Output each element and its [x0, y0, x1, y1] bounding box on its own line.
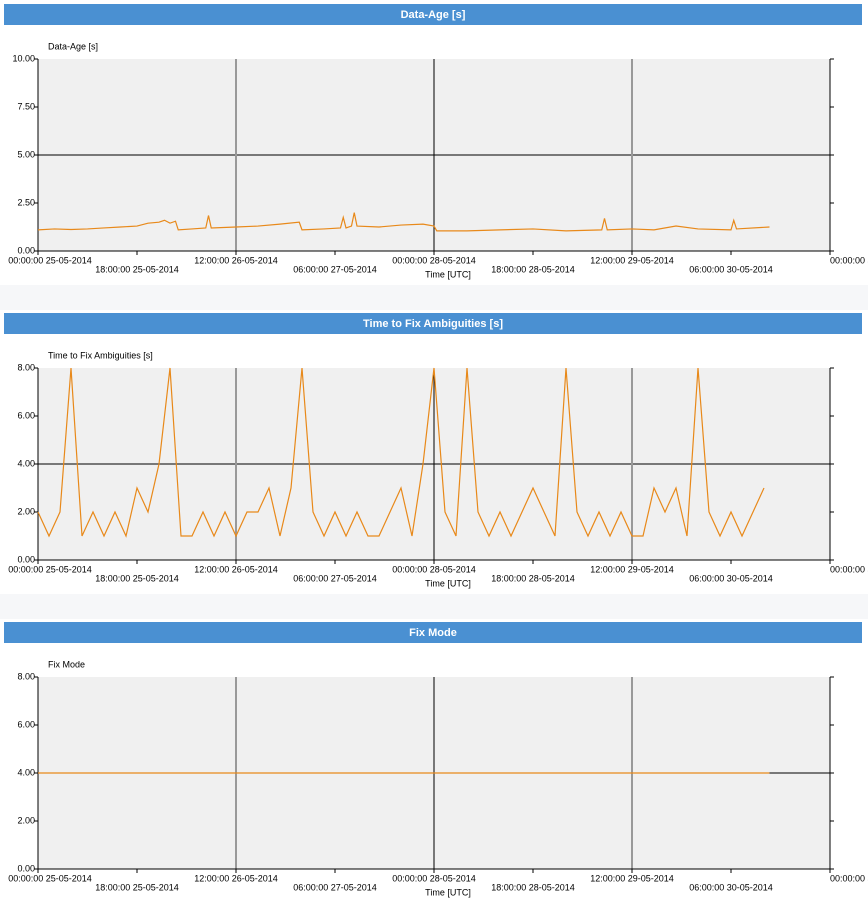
x-tick-label: 00:00:00 31-05-2014	[830, 564, 868, 574]
x-tick-label: 18:00:00 28-05-2014	[491, 573, 575, 583]
y-tick-label: 0.00	[17, 554, 35, 564]
y-tick-label: 4.00	[17, 458, 35, 468]
x-tick-label: 12:00:00 26-05-2014	[194, 255, 278, 265]
panel-gap	[0, 594, 868, 619]
x-tick-label: 18:00:00 25-05-2014	[95, 882, 179, 892]
x-tick-label: 00:00:00 28-05-2014	[392, 873, 476, 883]
x-tick-label: 18:00:00 28-05-2014	[491, 882, 575, 892]
panel-title: Fix Mode	[409, 627, 457, 639]
y-tick-label: 2.50	[17, 197, 35, 207]
y-tick-label: 2.00	[17, 815, 35, 825]
x-tick-label: 06:00:00 30-05-2014	[689, 573, 773, 583]
y-tick-label: 4.00	[17, 767, 35, 777]
y-tick-label: 2.00	[17, 506, 35, 516]
y-tick-label: 6.00	[17, 719, 35, 729]
x-tick-label: 00:00:00 25-05-2014	[8, 255, 92, 265]
y-tick-label: 8.00	[17, 671, 35, 681]
x-axis-label: Time [UTC]	[425, 269, 471, 279]
x-tick-label: 00:00:00 31-05-2014	[830, 255, 868, 265]
y-tick-label: 5.00	[17, 149, 35, 159]
y-axis-label: Data-Age [s]	[48, 41, 98, 51]
x-tick-label: 18:00:00 25-05-2014	[95, 264, 179, 274]
panel-gap	[0, 285, 868, 310]
panel-header	[4, 622, 862, 643]
x-tick-label: 06:00:00 27-05-2014	[293, 573, 377, 583]
x-tick-label: 06:00:00 30-05-2014	[689, 882, 773, 892]
x-tick-label: 12:00:00 29-05-2014	[590, 255, 674, 265]
x-tick-label: 00:00:00 25-05-2014	[8, 873, 92, 883]
x-tick-label: 06:00:00 27-05-2014	[293, 264, 377, 274]
x-tick-label: 12:00:00 26-05-2014	[194, 873, 278, 883]
x-tick-label: 18:00:00 25-05-2014	[95, 573, 179, 583]
y-tick-label: 10.00	[12, 53, 35, 63]
y-axis-label: Fix Mode	[48, 659, 85, 669]
x-tick-label: 12:00:00 29-05-2014	[590, 564, 674, 574]
x-axis-label: Time [UTC]	[425, 578, 471, 588]
x-tick-label: 00:00:00 25-05-2014	[8, 564, 92, 574]
panel-title: Data-Age [s]	[401, 9, 466, 21]
y-tick-label: 6.00	[17, 410, 35, 420]
y-tick-label: 7.50	[17, 101, 35, 111]
x-tick-label: 12:00:00 26-05-2014	[194, 564, 278, 574]
x-tick-label: 00:00:00 28-05-2014	[392, 564, 476, 574]
y-tick-label: 0.00	[17, 245, 35, 255]
x-tick-label: 06:00:00 30-05-2014	[689, 264, 773, 274]
x-tick-label: 00:00:00 28-05-2014	[392, 255, 476, 265]
panel-header	[4, 313, 862, 334]
panel-title: Time to Fix Ambiguities [s]	[363, 318, 503, 330]
x-tick-label: 06:00:00 27-05-2014	[293, 882, 377, 892]
data-line	[37, 212, 770, 232]
x-tick-label: 00:00:00 31-05-2014	[830, 873, 868, 883]
x-tick-label: 18:00:00 28-05-2014	[491, 264, 575, 274]
x-tick-label: 12:00:00 29-05-2014	[590, 873, 674, 883]
panel-header	[4, 4, 862, 25]
data-line	[37, 367, 765, 538]
y-axis-label: Time to Fix Ambiguities [s]	[48, 350, 153, 360]
x-axis-label: Time [UTC]	[425, 887, 471, 897]
y-tick-label: 8.00	[17, 362, 35, 372]
y-tick-label: 0.00	[17, 863, 35, 873]
